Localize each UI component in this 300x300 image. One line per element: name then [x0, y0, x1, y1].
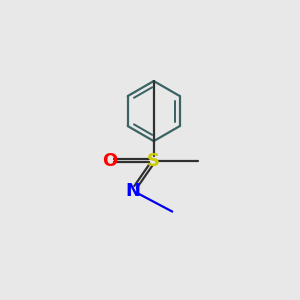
Text: O: O	[102, 152, 118, 170]
Text: N: N	[125, 182, 140, 200]
Text: S: S	[147, 152, 160, 170]
